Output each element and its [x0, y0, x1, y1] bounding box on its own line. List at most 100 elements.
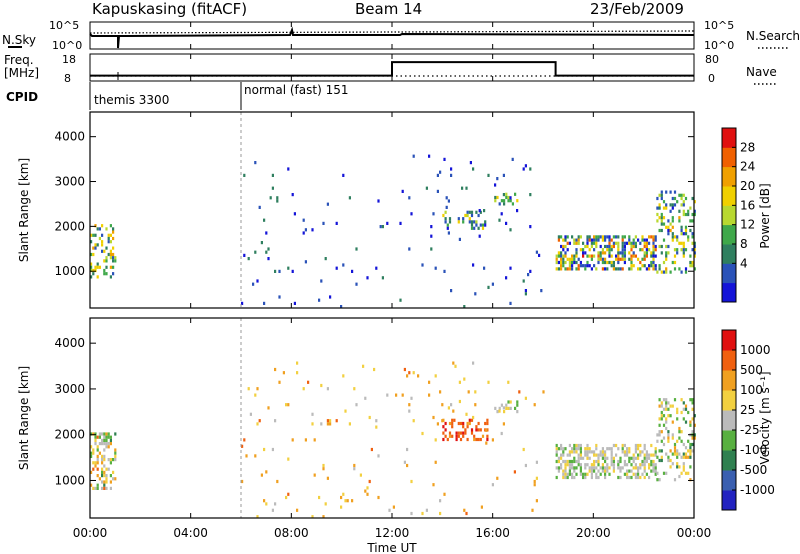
velocity-cell: [652, 469, 655, 473]
power-cell: [484, 223, 487, 227]
velocity-cell: [103, 448, 106, 452]
power-cell: [612, 260, 615, 265]
velocity-cell: [568, 469, 571, 473]
power-cell: [676, 200, 679, 204]
power-cell: [269, 196, 272, 200]
power-cell: [468, 220, 471, 224]
velocity-cell: [606, 463, 609, 467]
power-cell: [593, 235, 596, 239]
velocity-cell: [610, 450, 613, 454]
power-cell: [693, 251, 696, 255]
velocity-cell: [368, 415, 371, 420]
power-cell: [593, 238, 596, 242]
power-cell: [94, 268, 97, 273]
velocity-cell: [560, 453, 563, 457]
power-cell: [689, 264, 692, 268]
velocity-cell: [505, 406, 508, 410]
velocity-cell: [271, 508, 274, 512]
velocity-cell: [575, 472, 578, 476]
velocity-cell: [682, 401, 685, 405]
power-cell: [615, 257, 618, 261]
velocity-cell: [458, 380, 461, 384]
velocity-cell: [568, 466, 571, 470]
velocity-cell: [408, 403, 411, 407]
velocity-cell: [96, 458, 99, 462]
power-cell: [608, 260, 611, 265]
velocity-cell: [94, 442, 97, 446]
velocity-cell: [680, 471, 683, 475]
power-colorbar-tick-label: 4: [740, 256, 748, 270]
power-cell: [665, 267, 668, 271]
power-cell: [601, 267, 604, 271]
velocity-cell: [604, 450, 607, 454]
power-cell: [590, 241, 593, 245]
velocity-cell: [652, 459, 655, 464]
power-cell: [691, 219, 694, 223]
power-cell: [445, 196, 448, 200]
velocity-cell: [568, 459, 571, 464]
power-cell: [326, 202, 329, 206]
velocity-cell: [676, 417, 679, 421]
velocity-cell: [557, 456, 560, 460]
power-cell: [586, 241, 589, 245]
power-cell: [601, 251, 604, 255]
power-cell: [665, 254, 668, 258]
velocity-cell: [326, 476, 329, 480]
velocity-cell: [632, 466, 635, 470]
power-cell: [502, 193, 505, 197]
power-cell: [94, 243, 97, 247]
velocity-cell: [109, 438, 112, 442]
power-cell: [579, 260, 582, 265]
power-cell: [434, 266, 437, 270]
power-cell: [654, 248, 657, 252]
velocity-cell: [555, 447, 558, 451]
power-cell: [619, 251, 622, 255]
power-cell: [634, 235, 637, 239]
velocity-cell: [652, 453, 655, 457]
velocity-cell: [604, 475, 607, 480]
power-colorbar-tick-label: 12: [740, 218, 755, 232]
velocity-cell: [654, 450, 657, 454]
velocity-cell: [90, 470, 93, 474]
velocity-cell: [271, 447, 274, 452]
velocity-cell: [103, 486, 106, 490]
power-cell: [447, 199, 450, 203]
power-cell: [632, 244, 635, 249]
power-colorbar-swatch: [722, 205, 736, 226]
power-cell: [265, 250, 268, 254]
power-cell: [112, 256, 115, 260]
power-cell: [573, 260, 576, 265]
power-cell: [667, 244, 670, 249]
velocity-cell: [329, 419, 332, 423]
velocity-cell: [457, 434, 460, 438]
velocity-cell: [588, 456, 591, 460]
velocity-cell: [590, 463, 593, 467]
velocity-cell: [599, 466, 602, 470]
velocity-cell: [689, 452, 692, 456]
power-cell: [377, 199, 380, 203]
velocity-cell: [436, 422, 439, 426]
velocity-cell: [459, 421, 463, 426]
velocity-cell: [623, 459, 626, 464]
power-cell: [267, 247, 270, 251]
power-colorbar-tick-label: 20: [740, 179, 755, 193]
power-cell: [92, 246, 95, 250]
power-cell: [524, 289, 527, 293]
velocity-cell: [654, 466, 657, 470]
velocity-cell: [693, 436, 696, 440]
velocity-cell: [682, 417, 685, 421]
power-cell: [588, 248, 591, 252]
velocity-cell: [509, 406, 512, 410]
power-cell: [566, 235, 569, 239]
power-cell: [564, 260, 567, 265]
power-cell: [470, 213, 474, 218]
power-cell: [335, 266, 338, 270]
velocity-cell: [645, 453, 648, 457]
power-cell: [483, 266, 486, 270]
power-cell: [643, 257, 646, 261]
power-cell: [643, 254, 646, 258]
velocity-cell: [639, 463, 642, 467]
velocity-colorbar-swatch: [722, 370, 736, 391]
velocity-cell: [103, 438, 106, 442]
